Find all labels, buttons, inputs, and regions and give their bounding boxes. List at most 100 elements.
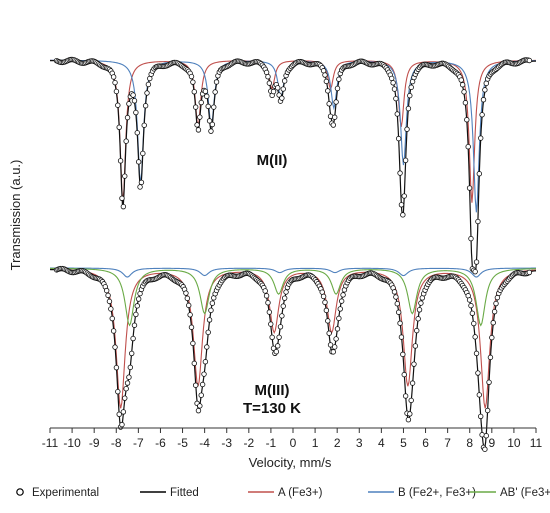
- data-point: [126, 101, 132, 107]
- data-point: [188, 73, 195, 80]
- data-point: [186, 302, 192, 309]
- legend-item: A (Fe3+): [248, 487, 323, 499]
- data-point: [280, 86, 286, 92]
- data-point: [394, 300, 400, 307]
- legend-label: Experimental: [32, 487, 99, 499]
- data-point: [333, 99, 339, 105]
- x-tick-label: -8: [111, 436, 122, 450]
- data-point: [338, 298, 345, 304]
- x-tick-label: -6: [155, 436, 166, 450]
- data-point: [212, 89, 218, 95]
- data-point: [461, 89, 467, 95]
- data-point: [415, 316, 421, 322]
- data-point: [202, 359, 209, 365]
- data-point: [468, 302, 474, 309]
- data-point: [476, 171, 483, 177]
- data-point: [135, 296, 142, 302]
- data-point: [395, 309, 402, 315]
- data-point: [489, 334, 495, 341]
- data-point: [475, 218, 481, 225]
- data-point: [394, 111, 400, 117]
- data-point: [322, 299, 328, 306]
- data-point: [476, 392, 483, 398]
- data-point: [119, 195, 125, 201]
- data-point: [279, 95, 285, 101]
- data-point: [115, 102, 121, 108]
- data-point: [333, 336, 339, 342]
- data-point: [105, 292, 111, 299]
- panel-labels: M(II) M(III)T=130 K: [243, 152, 301, 417]
- data-point: [129, 350, 135, 357]
- panel-2: [49, 265, 537, 452]
- data-point: [116, 411, 122, 418]
- data-point: [122, 173, 128, 179]
- data-point: [276, 334, 282, 340]
- data-point: [183, 290, 189, 296]
- data-point: [211, 104, 217, 110]
- data-point: [190, 340, 196, 347]
- x-tick-label: 0: [290, 436, 297, 450]
- x-axis-title: Velocity, mm/s: [249, 455, 332, 470]
- data-point: [281, 295, 288, 301]
- legend-label: B (Fe2+, Fe3+): [398, 487, 476, 499]
- data-point: [391, 289, 398, 295]
- data-point: [268, 321, 274, 327]
- data-point: [395, 135, 402, 142]
- legend-label: AB' (Fe3+): [500, 487, 550, 499]
- data-point: [279, 313, 285, 319]
- data-point: [484, 407, 491, 414]
- data-point: [332, 344, 338, 350]
- x-tick-label: 6: [422, 436, 429, 450]
- x-tick-label: -4: [199, 436, 210, 450]
- data-point: [483, 80, 489, 87]
- data-point: [323, 78, 330, 85]
- data-point: [465, 144, 471, 150]
- data-point: [493, 300, 499, 307]
- data-point: [133, 109, 139, 116]
- data-point: [408, 397, 414, 404]
- x-tick-label: -9: [89, 436, 100, 450]
- data-point: [109, 315, 115, 322]
- y-axis-title: Transmission (a.u.): [8, 160, 23, 271]
- data-point: [462, 100, 469, 106]
- data-point: [131, 322, 138, 328]
- data-point: [325, 88, 331, 94]
- legend: Experimental Fitted A (Fe3+) B (Fe2+, Fe3+)…: [16, 487, 550, 499]
- data-point: [208, 128, 214, 134]
- data-point: [277, 324, 284, 330]
- data-point: [195, 407, 202, 414]
- data-point: [269, 334, 275, 340]
- data-point: [327, 342, 334, 348]
- panel-label: M(III): [255, 382, 290, 399]
- data-point: [473, 350, 480, 357]
- data-point: [490, 320, 496, 326]
- data-point: [117, 158, 124, 164]
- data-point: [400, 212, 406, 218]
- data-point: [389, 75, 395, 82]
- x-tick-label: 10: [507, 436, 521, 450]
- data-point: [106, 298, 113, 305]
- data-point: [397, 170, 403, 176]
- panel-label: M(II): [257, 152, 288, 169]
- data-point: [405, 417, 412, 423]
- data-point: [458, 77, 464, 83]
- data-point: [482, 87, 488, 93]
- data-point: [184, 295, 191, 302]
- data-point: [265, 73, 271, 80]
- data-point: [197, 114, 203, 120]
- data-point: [147, 75, 153, 82]
- data-point: [213, 79, 220, 85]
- data-point: [187, 312, 193, 318]
- fitted-curve: [49, 268, 537, 449]
- data-point: [134, 303, 140, 309]
- data-point: [275, 343, 281, 349]
- data-point: [330, 122, 337, 128]
- data-point: [397, 320, 403, 326]
- x-tick-label: -7: [133, 436, 144, 450]
- data-point: [194, 122, 200, 128]
- data-point: [402, 157, 409, 164]
- data-point: [190, 79, 196, 85]
- legend-item: Fitted: [140, 487, 199, 499]
- legend-item: Experimental: [16, 487, 99, 499]
- data-point: [135, 159, 142, 165]
